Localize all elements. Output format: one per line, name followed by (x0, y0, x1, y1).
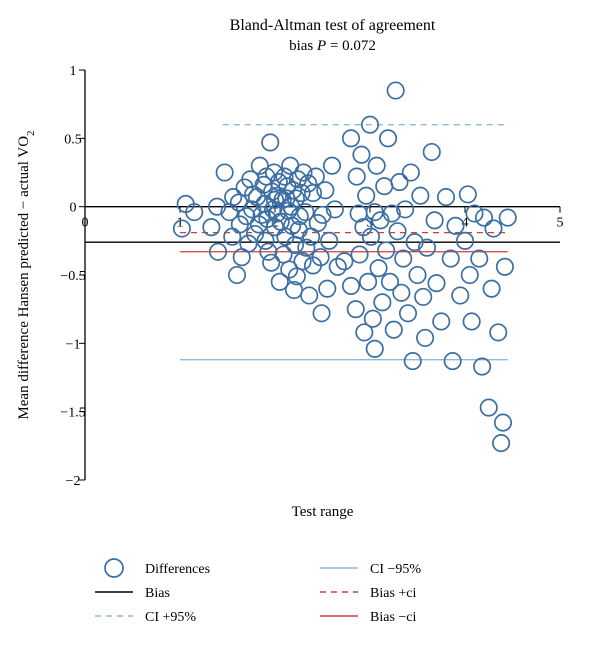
data-point (433, 313, 449, 329)
data-point (428, 275, 444, 291)
data-point (301, 287, 317, 303)
data-point (380, 130, 396, 146)
data-point (351, 246, 367, 262)
legend-label: CI −95% (370, 562, 421, 577)
data-point (409, 267, 425, 283)
data-point (343, 278, 359, 294)
data-point (412, 188, 428, 204)
data-point (262, 134, 278, 150)
data-point (305, 185, 321, 201)
x-tick-label: 5 (557, 216, 564, 231)
y-tick-label: 0 (70, 201, 77, 216)
data-point (466, 205, 482, 221)
data-point (367, 341, 383, 357)
data-point (368, 157, 384, 173)
data-point (343, 130, 359, 146)
data-point (317, 182, 333, 198)
data-point (405, 353, 421, 369)
data-point (443, 250, 459, 266)
data-point (216, 164, 232, 180)
scatter-series (174, 82, 516, 451)
data-point (462, 267, 478, 283)
y-tick-label: −2 (66, 474, 81, 489)
x-axis-label: Test range (292, 504, 354, 520)
data-point (444, 353, 460, 369)
legend-label: Differences (145, 562, 210, 577)
legend-label: Bias +ci (370, 586, 416, 601)
data-point (417, 330, 433, 346)
data-point (471, 250, 487, 266)
data-point (376, 178, 392, 194)
data-point (360, 274, 376, 290)
data-point (370, 260, 386, 276)
data-point (438, 189, 454, 205)
chart-title: Bland-Altman test of agreement (230, 17, 436, 34)
data-point (500, 209, 516, 225)
data-point (400, 305, 416, 321)
x-tick-label: 0 (82, 216, 89, 231)
data-point (378, 242, 394, 258)
data-point (387, 82, 403, 98)
data-point (324, 157, 340, 173)
y-tick-label: 0.5 (64, 132, 82, 147)
data-point (460, 186, 476, 202)
x-tick-label: 1 (177, 216, 184, 231)
y-axis-label: Mean difference Hansen predicted − actua… (16, 130, 37, 419)
data-point (481, 399, 497, 415)
data-point (415, 289, 431, 305)
data-point (389, 223, 405, 239)
data-point (490, 324, 506, 340)
y-tick-label: −1 (66, 337, 81, 352)
data-point (485, 220, 501, 236)
data-point (463, 313, 479, 329)
data-point (229, 267, 245, 283)
data-point (457, 233, 473, 249)
data-point (474, 358, 490, 374)
data-point (358, 188, 374, 204)
legend-label: CI +95% (145, 610, 196, 625)
data-point (321, 233, 337, 249)
data-point (452, 287, 468, 303)
y-tick-label: 1 (70, 64, 77, 79)
data-point (275, 246, 291, 262)
legend-swatch (105, 559, 123, 577)
data-point (319, 280, 335, 296)
data-point (426, 212, 442, 228)
data-point (495, 414, 511, 430)
data-point (313, 305, 329, 321)
legend-label: Bias −ci (370, 610, 416, 625)
y-tick-label: −1.5 (60, 406, 85, 421)
data-point (395, 250, 411, 266)
data-point (493, 435, 509, 451)
data-point (391, 174, 407, 190)
data-point (476, 209, 492, 225)
data-point (263, 255, 279, 271)
data-point (348, 301, 364, 317)
data-point (483, 280, 499, 296)
data-point (353, 147, 369, 163)
data-point (424, 144, 440, 160)
data-point (365, 311, 381, 327)
y-tick-label: −0.5 (60, 269, 85, 284)
data-point (386, 321, 402, 337)
data-point (393, 285, 409, 301)
data-point (374, 294, 390, 310)
data-point (497, 259, 513, 275)
chart-subtitle: bias P = 0.072 (289, 38, 376, 54)
legend-label: Bias (145, 586, 170, 601)
data-point (203, 219, 219, 235)
data-point (349, 168, 365, 184)
data-point (403, 164, 419, 180)
